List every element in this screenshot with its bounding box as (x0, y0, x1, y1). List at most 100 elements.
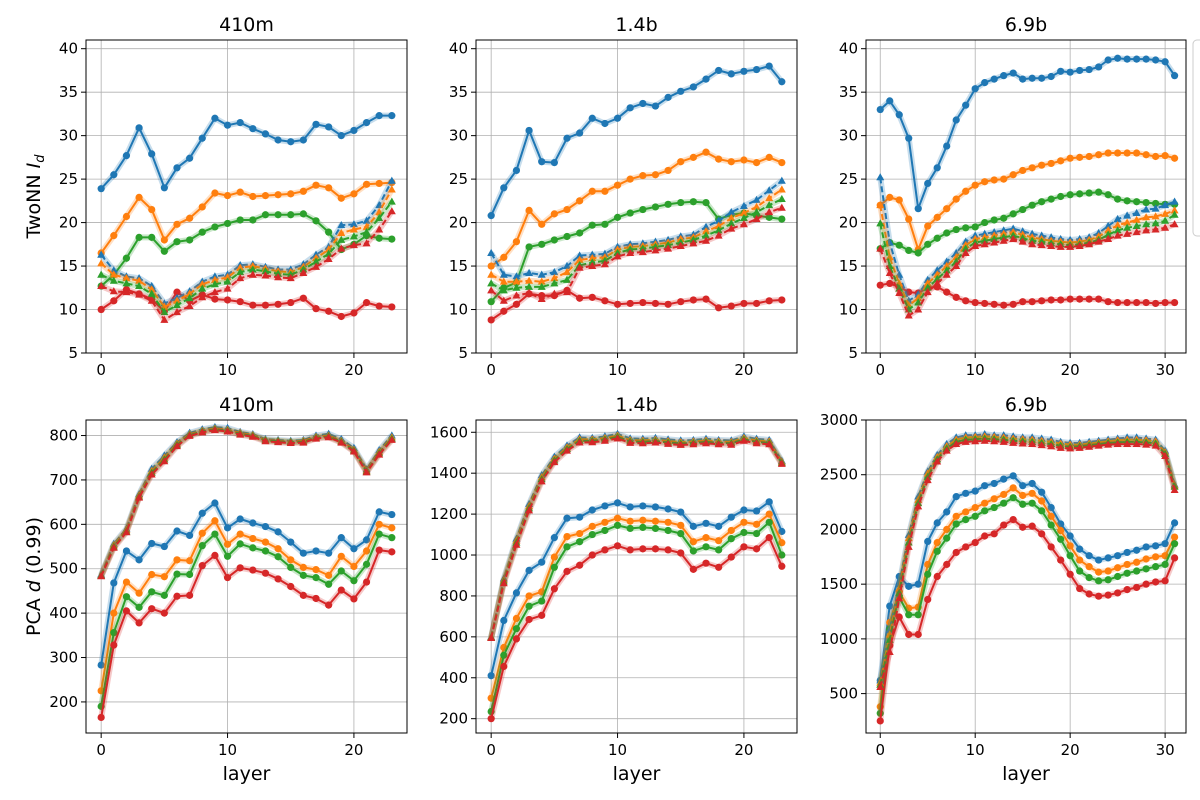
data-point-circle (299, 591, 307, 599)
data-point-circle (97, 305, 105, 314)
data-point-circle (1104, 191, 1112, 199)
data-point-triangle (942, 446, 951, 454)
data-point-triangle (895, 588, 904, 596)
data-point-circle (588, 221, 596, 229)
data-point-triangle (525, 506, 534, 514)
data-point-triangle (702, 222, 710, 230)
data-point-circle (664, 526, 672, 535)
data-point-triangle (1170, 197, 1179, 205)
data-point-circle (1133, 149, 1141, 157)
data-point-triangle (1161, 200, 1170, 209)
data-point-triangle (563, 261, 571, 269)
data-point-triangle (752, 214, 761, 223)
data-point-circle (122, 593, 131, 601)
data-point-circle (1171, 72, 1179, 80)
data-point-circle (664, 518, 672, 526)
data-point-triangle (375, 225, 384, 233)
data-point-triangle (324, 249, 333, 257)
data-point-circle (312, 574, 320, 582)
x-tick-label: 10 (608, 361, 627, 379)
data-point-triangle (299, 438, 308, 446)
data-point-circle (223, 296, 232, 304)
data-point-triangle (337, 228, 346, 236)
data-point-triangle (1113, 220, 1122, 229)
data-point-triangle (362, 216, 371, 224)
data-point-circle (752, 529, 761, 538)
data-point-circle (677, 198, 685, 207)
data-point-circle (312, 547, 320, 555)
data-point-circle (765, 510, 773, 518)
data-point-circle (626, 209, 634, 217)
data-point-circle (677, 521, 685, 529)
data-point-circle (223, 574, 232, 582)
data-point-circle (223, 219, 232, 228)
data-point-triangle (563, 446, 571, 454)
data-point-circle (487, 262, 495, 270)
x-tick-label: 10 (218, 361, 237, 379)
data-point-circle (1009, 69, 1017, 77)
data-point-circle (249, 192, 257, 201)
data-point-triangle (990, 238, 999, 246)
data-point-triangle (1151, 204, 1160, 212)
data-point-circle (1123, 569, 1131, 577)
data-point-circle (664, 300, 672, 308)
x-tick-label: 10 (608, 741, 627, 759)
data-point-triangle (312, 257, 320, 265)
data-point-circle (689, 522, 697, 530)
data-point-circle (350, 577, 358, 585)
data-point-circle (1171, 298, 1179, 307)
data-point-circle (1152, 199, 1160, 208)
data-point-circle (512, 589, 521, 597)
x-tick-label: 30 (1156, 361, 1175, 379)
data-point-circle (350, 562, 358, 571)
data-point-triangle (727, 219, 736, 227)
data-point-circle (110, 232, 118, 240)
data-point-circle (362, 560, 371, 568)
x-tick-label: 10 (218, 741, 237, 759)
data-point-triangle (135, 281, 144, 289)
data-point-triangle (362, 239, 371, 247)
data-point-triangle (248, 270, 257, 278)
data-point-circle (1133, 298, 1141, 307)
data-point-circle (715, 304, 723, 312)
data-point-circle (1038, 497, 1046, 505)
y-tick-label: 1200 (430, 505, 468, 523)
data-point-triangle (942, 266, 951, 274)
data-point-circle (1057, 192, 1065, 201)
data-point-triangle (1161, 223, 1170, 231)
data-point-circle (249, 125, 257, 133)
data-point-circle (576, 561, 584, 569)
data-point-circle (261, 569, 270, 577)
data-point-circle (160, 247, 168, 255)
data-point-circle (715, 563, 723, 571)
data-point-circle (1085, 295, 1093, 303)
data-point-triangle (185, 431, 194, 439)
series-line (490, 206, 783, 302)
data-point-circle (261, 522, 270, 531)
data-point-triangle (876, 219, 885, 227)
data-point-circle (1104, 567, 1112, 575)
data-point-circle (778, 551, 786, 559)
data-point-circle (639, 502, 647, 510)
data-point-triangle (109, 270, 118, 278)
data-point-circle (563, 514, 571, 522)
data-point-circle (211, 499, 219, 507)
data-point-circle (1000, 175, 1008, 183)
data-point-circle (1076, 567, 1084, 575)
y-tick-label: 20 (59, 214, 78, 232)
data-point-circle (971, 512, 979, 520)
data-point-circle (261, 192, 270, 200)
data-point-triangle (337, 235, 346, 243)
data-point-circle (943, 142, 951, 150)
data-point-triangle (122, 528, 131, 536)
data-point-circle (778, 539, 786, 547)
data-point-circle (981, 499, 989, 507)
data-point-triangle (777, 194, 786, 203)
data-point-circle (651, 517, 660, 525)
data-point-circle (375, 530, 383, 538)
data-point-triangle (537, 270, 546, 278)
data-point-triangle (563, 267, 571, 276)
axes-frame (865, 419, 1187, 734)
data-point-circle (1161, 560, 1169, 569)
data-point-triangle (210, 287, 219, 296)
